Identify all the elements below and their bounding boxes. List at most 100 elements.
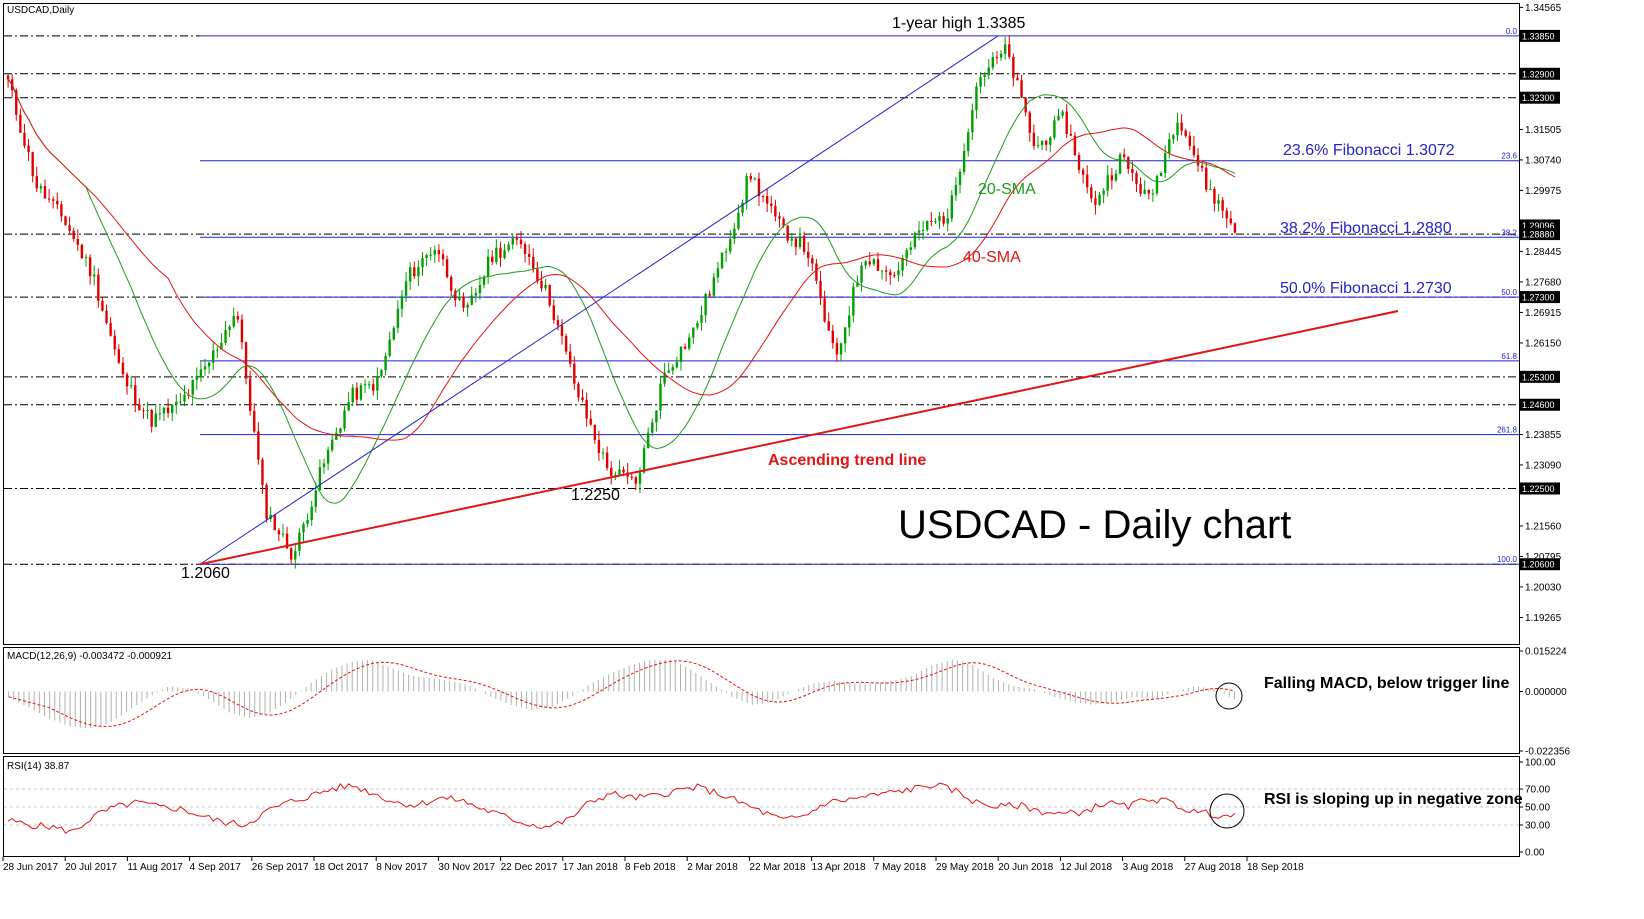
- candle-body: [216, 349, 219, 351]
- candle-body: [839, 343, 843, 355]
- candle-body: [285, 533, 289, 549]
- candle-body: [856, 282, 859, 287]
- candle-body: [1192, 145, 1196, 156]
- price-y-tick-label: 1.30740: [1525, 155, 1562, 166]
- candle-body: [19, 114, 22, 133]
- price-y-tick-label: 1.19265: [1525, 613, 1562, 624]
- candle-body: [248, 378, 252, 411]
- candle-body: [175, 401, 178, 405]
- candle-body: [1049, 137, 1052, 145]
- price-y-tick-label: 1.23090: [1525, 460, 1562, 471]
- candle-body: [909, 247, 912, 250]
- candle-body: [724, 251, 728, 253]
- x-tick-label: 18 Sep 2018: [1247, 862, 1304, 873]
- candle-body: [1135, 173, 1138, 184]
- candle-body: [1184, 130, 1187, 136]
- price-level-box-label: 1.33850: [1522, 31, 1555, 41]
- candle-body: [667, 370, 670, 373]
- candle-body: [983, 75, 986, 78]
- x-tick-label: 29 May 2018: [936, 862, 994, 873]
- candle-body: [212, 350, 215, 363]
- candle-body: [893, 275, 896, 277]
- fib-level-label: 100.0: [1497, 555, 1518, 564]
- candle-body: [56, 200, 59, 205]
- candle-body: [84, 257, 88, 259]
- price-level-box: [1520, 291, 1560, 304]
- candle-body: [835, 343, 839, 355]
- candle-body: [593, 424, 597, 440]
- candle-body: [1122, 154, 1126, 158]
- candle-body: [991, 57, 995, 68]
- candles: [6, 35, 1237, 569]
- candle-body: [273, 514, 276, 531]
- candle-body: [569, 351, 572, 364]
- candle-body: [1114, 173, 1118, 181]
- candle-body: [646, 432, 650, 449]
- candle-body: [995, 57, 999, 59]
- candle-body: [109, 323, 112, 336]
- macd-panel-frame: [3, 647, 1520, 754]
- candle-body: [790, 238, 793, 241]
- candle-body: [942, 216, 945, 224]
- candle-body: [1044, 140, 1048, 145]
- candle-body: [343, 410, 346, 429]
- candle-body: [1209, 188, 1212, 190]
- candle-body: [843, 327, 847, 344]
- candle-body: [827, 321, 830, 331]
- candle-body: [47, 198, 51, 200]
- candle-body: [1229, 218, 1233, 224]
- candle-body: [207, 362, 211, 367]
- candle-body: [224, 330, 227, 343]
- macd-y-tick-label: 0.015224: [1525, 647, 1567, 658]
- price-level-box: [1520, 398, 1560, 411]
- fib-swing-line: [199, 35, 999, 565]
- candle-body: [848, 315, 851, 328]
- candle-body: [618, 469, 621, 475]
- candle-body: [1176, 122, 1179, 136]
- candle-body: [1106, 175, 1109, 191]
- candle-body: [532, 256, 535, 270]
- fib-382-label: 38.2% Fibonacci 1.2880: [1280, 220, 1452, 237]
- candle-body: [392, 327, 395, 340]
- x-tick-label: 20 Jun 2018: [998, 862, 1053, 873]
- candle-body: [1069, 133, 1073, 136]
- fib-level-label: 261.8: [1497, 426, 1518, 435]
- candle-body: [852, 286, 855, 316]
- candle-body: [269, 514, 272, 519]
- candle-body: [322, 463, 326, 468]
- candle-body: [240, 319, 244, 343]
- candle-body: [359, 385, 363, 400]
- candle-body: [651, 422, 654, 433]
- candle-body: [958, 171, 962, 185]
- candle-body: [1217, 200, 1220, 204]
- candle-body: [1077, 155, 1081, 170]
- x-tick-label: 13 Apr 2018: [812, 862, 866, 873]
- candle-body: [544, 285, 547, 289]
- macd-y-tick-label: -0.022356: [1525, 747, 1570, 758]
- candle-body: [15, 90, 18, 115]
- candle-body: [195, 375, 199, 380]
- candle-body: [454, 290, 457, 301]
- candle-body: [265, 484, 268, 519]
- price-y-tick-label: 1.21560: [1525, 521, 1562, 532]
- candle-body: [125, 374, 129, 387]
- candle-body: [1118, 154, 1122, 174]
- candle-body: [1188, 135, 1192, 146]
- candle-body: [339, 428, 342, 433]
- candle-body: [741, 202, 744, 213]
- candle-body: [753, 178, 757, 180]
- candle-body: [815, 263, 818, 281]
- candle-body: [1102, 190, 1105, 195]
- candle-body: [1168, 139, 1171, 154]
- candle-body: [864, 261, 867, 266]
- candle-body: [376, 376, 379, 391]
- price-y-tick-label: 1.20795: [1525, 552, 1562, 563]
- candle-body: [314, 490, 318, 507]
- candle-body: [236, 316, 240, 320]
- candle-body: [987, 67, 990, 76]
- candle-body: [860, 265, 863, 283]
- candle-body: [261, 459, 264, 485]
- rsi-y-tick-label: 0.00: [1525, 848, 1545, 859]
- candle-body: [166, 407, 170, 414]
- candle-body: [733, 228, 736, 240]
